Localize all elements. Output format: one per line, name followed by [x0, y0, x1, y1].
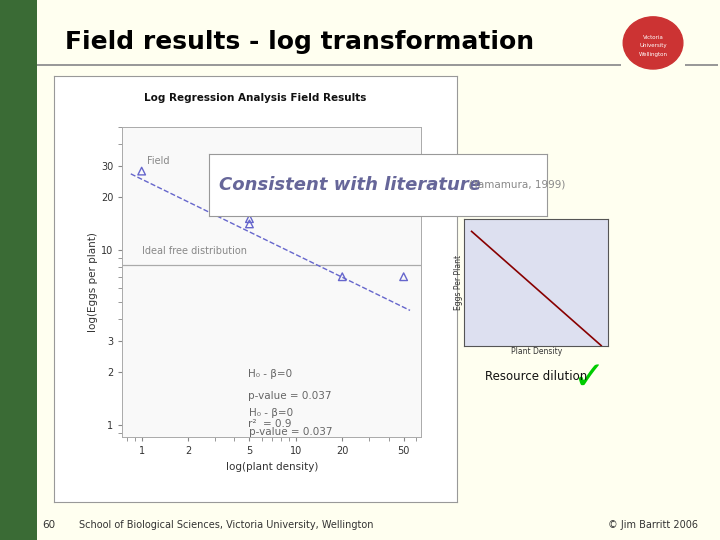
- Text: Resource dilution: Resource dilution: [485, 370, 588, 383]
- Point: [243, 214, 255, 223]
- Text: Victoria: Victoria: [643, 35, 663, 40]
- Text: p-value = 0.037: p-value = 0.037: [248, 391, 331, 401]
- Text: Wellington: Wellington: [639, 52, 667, 57]
- Text: Consistent with literature: Consistent with literature: [219, 176, 481, 194]
- X-axis label: log(plant density): log(plant density): [225, 462, 318, 472]
- Text: H₀ - β=0: H₀ - β=0: [248, 369, 292, 379]
- Text: © Jim Barritt 2006: © Jim Barritt 2006: [608, 520, 698, 530]
- Point: [398, 272, 410, 281]
- Text: ✓: ✓: [572, 359, 605, 397]
- Text: Log Regression Analysis Field Results: Log Regression Analysis Field Results: [145, 93, 366, 103]
- Circle shape: [624, 17, 683, 69]
- Point: [243, 220, 255, 228]
- Y-axis label: log(Eggs per plant): log(Eggs per plant): [89, 232, 98, 332]
- X-axis label: Plant Density: Plant Density: [510, 347, 562, 356]
- Point: [336, 272, 348, 281]
- Text: r²  = 0.9: r² = 0.9: [248, 419, 292, 429]
- Text: Field results - log transformation: Field results - log transformation: [65, 30, 534, 53]
- Text: University: University: [639, 43, 667, 48]
- Text: Field: Field: [147, 156, 169, 166]
- Text: Ideal free distribution: Ideal free distribution: [142, 246, 247, 256]
- Text: (Yamamura, 1999): (Yamamura, 1999): [469, 180, 566, 190]
- Text: p-value = 0.037: p-value = 0.037: [249, 427, 333, 437]
- Text: H₀ - β=0: H₀ - β=0: [249, 408, 294, 418]
- Point: [136, 167, 148, 176]
- Text: 60: 60: [42, 520, 55, 530]
- Y-axis label: Eggs Per Plant: Eggs Per Plant: [454, 254, 463, 310]
- Text: School of Biological Sciences, Victoria University, Wellington: School of Biological Sciences, Victoria …: [79, 520, 374, 530]
